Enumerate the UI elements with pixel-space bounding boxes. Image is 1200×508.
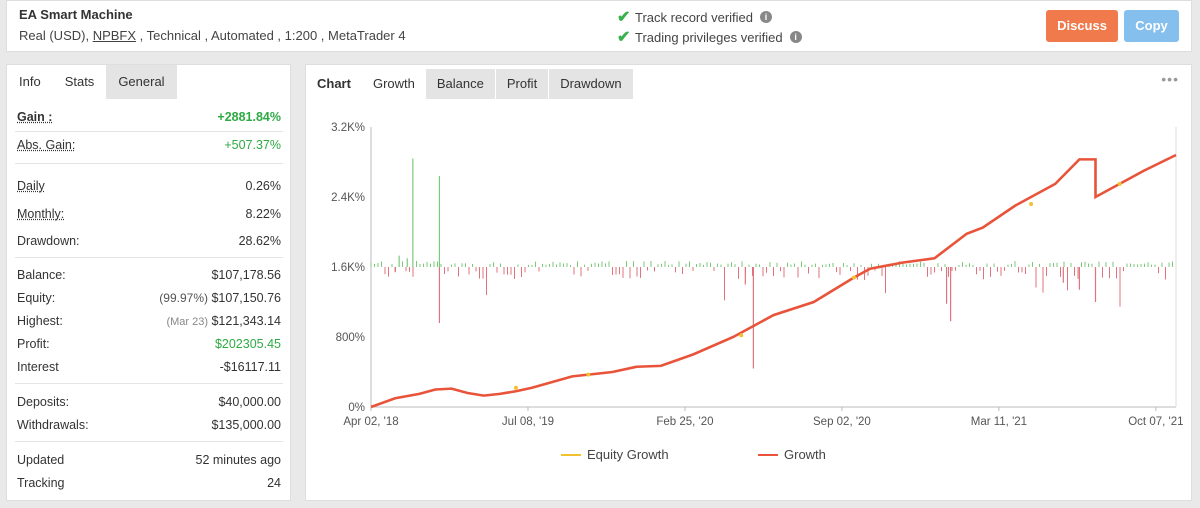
divider bbox=[15, 257, 283, 258]
y-tick-label: 800% bbox=[336, 332, 365, 344]
stats-panel: Info Stats General Gain : +2881.84% Abs.… bbox=[6, 64, 291, 501]
x-tick-label: Jul 08, '19 bbox=[502, 416, 554, 428]
stat-abs-gain: Abs. Gain: +507.37% bbox=[17, 138, 281, 152]
x-tick-label: Apr 02, '18 bbox=[343, 416, 398, 428]
legend-swatch bbox=[758, 453, 778, 456]
chart-panel: Chart Growth Balance Profit Drawdown •••… bbox=[305, 64, 1192, 501]
equity-point bbox=[852, 275, 856, 280]
stat-monthly: Monthly: 8.22% bbox=[17, 207, 281, 221]
discuss-button[interactable]: Discuss bbox=[1046, 10, 1118, 42]
stat-highest: Highest: (Mar 23) $121,343.14 bbox=[17, 314, 281, 328]
tab-general[interactable]: General bbox=[106, 65, 177, 99]
trading-privileges-verified: ✔ Trading privileges verified i bbox=[617, 27, 802, 47]
y-tick-label: 0% bbox=[348, 402, 365, 414]
tab-stats[interactable]: Stats bbox=[52, 65, 107, 99]
more-options-icon[interactable]: ••• bbox=[1161, 71, 1179, 87]
divider bbox=[15, 163, 283, 164]
copy-button[interactable]: Copy bbox=[1124, 10, 1179, 42]
equity-point bbox=[586, 372, 591, 377]
growth-chart: 0% 800% 1.6K% 2.4K% 3.2K% Apr 02, '18 Jul 08, … bbox=[331, 122, 1183, 428]
account-title: EA Smart Machine bbox=[19, 7, 133, 22]
y-tick-label: 1.6K% bbox=[331, 262, 365, 274]
tab-profit[interactable]: Profit bbox=[495, 69, 550, 99]
y-tick-label: 3.2K% bbox=[331, 122, 365, 134]
stat-withdrawals: Withdrawals: $135,000.00 bbox=[17, 418, 281, 432]
stat-daily: Daily 0.26% bbox=[17, 179, 281, 193]
divider bbox=[15, 441, 283, 442]
x-tick-label: Feb 25, '20 bbox=[656, 416, 713, 428]
equity-point bbox=[1117, 181, 1122, 186]
stats-tabs: Info Stats General bbox=[7, 65, 177, 99]
broker-link[interactable]: NPBFX bbox=[92, 28, 137, 43]
info-icon[interactable]: i bbox=[789, 31, 802, 43]
stat-gain: Gain : +2881.84% bbox=[17, 110, 281, 124]
legend-growth[interactable]: Growth bbox=[758, 447, 826, 462]
equity-point bbox=[1029, 202, 1034, 206]
account-header: EA Smart Machine Real (USD), NPBFX , Tec… bbox=[6, 0, 1192, 52]
stat-drawdown: Drawdown: 28.62% bbox=[17, 234, 281, 248]
stat-profit: Profit: $202305.45 bbox=[17, 337, 281, 351]
account-subtitle: Real (USD), NPBFX , Technical , Automate… bbox=[19, 28, 406, 43]
info-icon[interactable]: i bbox=[760, 11, 772, 23]
x-tick-label: Sep 02, '20 bbox=[813, 416, 871, 428]
chart-tabs: Chart Growth Balance Profit Drawdown bbox=[306, 69, 634, 99]
stat-deposits: Deposits: $40,000.00 bbox=[17, 395, 281, 409]
check-icon: ✔ bbox=[617, 9, 631, 26]
track-record-verified: ✔ Track record verified i bbox=[617, 7, 772, 27]
x-tick-label: Oct 07, '21 bbox=[1128, 416, 1183, 428]
tab-info[interactable]: Info bbox=[7, 65, 53, 99]
stat-updated: Updated 52 minutes ago bbox=[17, 453, 281, 467]
tab-drawdown[interactable]: Drawdown bbox=[549, 69, 634, 99]
stat-tracking: Tracking 24 bbox=[17, 476, 281, 490]
tab-balance[interactable]: Balance bbox=[425, 69, 496, 99]
tab-chart[interactable]: Chart bbox=[306, 69, 362, 99]
divider bbox=[15, 131, 283, 132]
legend-swatch bbox=[561, 453, 581, 456]
y-tick-label: 2.4K% bbox=[331, 192, 365, 204]
equity-point bbox=[739, 333, 744, 338]
divider bbox=[15, 383, 283, 384]
tab-growth[interactable]: Growth bbox=[361, 69, 426, 99]
x-tick-label: Mar 11, '21 bbox=[971, 416, 1027, 428]
stat-interest: Interest -$16117.11 bbox=[17, 360, 281, 374]
stat-balance: Balance: $107,178.56 bbox=[17, 268, 281, 282]
legend-equity-growth[interactable]: Equity Growth bbox=[561, 447, 669, 462]
stat-equity: Equity: (99.97%) $107,150.76 bbox=[17, 291, 281, 305]
equity-point bbox=[513, 385, 518, 390]
check-icon: ✔ bbox=[617, 29, 631, 46]
growth-line bbox=[370, 153, 1177, 409]
